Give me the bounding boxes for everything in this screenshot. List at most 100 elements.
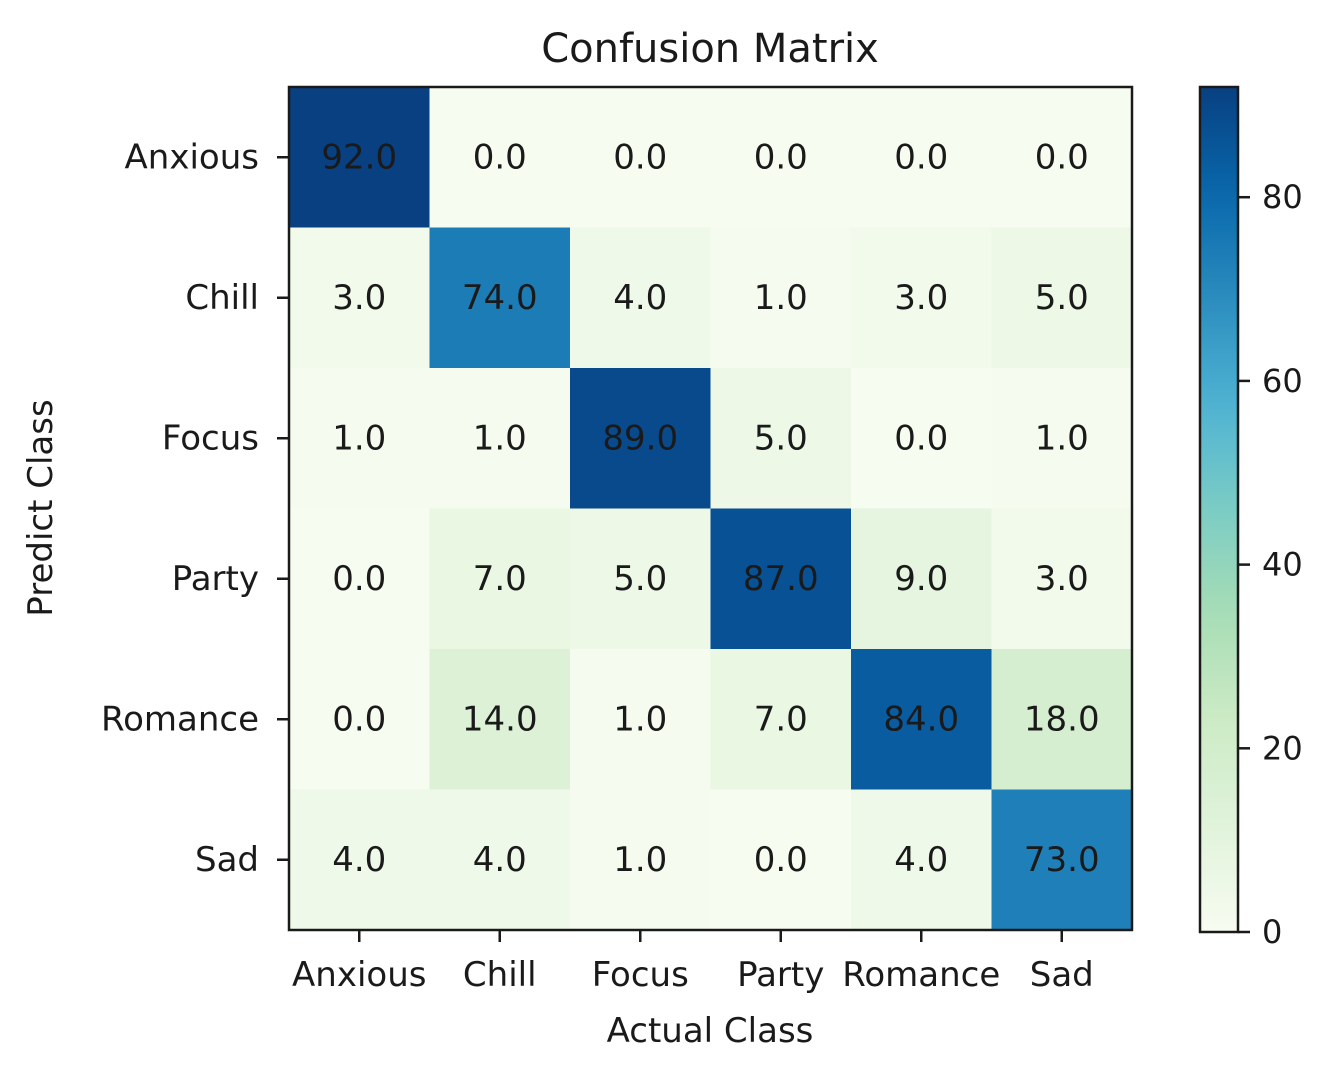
x-tick-label: Focus xyxy=(592,955,689,995)
heatmap-cell xyxy=(429,649,571,791)
cell-value-label: 0.0 xyxy=(754,137,808,177)
cell-value-label: 0.0 xyxy=(473,137,527,177)
x-tick-label: Anxious xyxy=(292,955,426,995)
x-tick-label: Romance xyxy=(842,955,1000,995)
cell-value-label: 4.0 xyxy=(473,840,527,880)
x-tick-label: Chill xyxy=(463,955,537,995)
heatmap-cell xyxy=(289,508,431,650)
cell-value-label: 7.0 xyxy=(473,559,527,599)
cell-value-label: 9.0 xyxy=(894,559,948,599)
cell-value-label: 3.0 xyxy=(332,278,386,318)
heatmap-cell xyxy=(429,368,571,510)
heatmap-cell xyxy=(991,789,1133,931)
cell-value-label: 73.0 xyxy=(1024,840,1100,880)
y-tick-label: Sad xyxy=(195,840,259,880)
colorbar xyxy=(1198,85,1240,934)
cell-value-label: 0.0 xyxy=(332,699,386,739)
y-tick-label: Anxious xyxy=(125,137,259,177)
heatmap-cell-labels: 92.0 0.0 0.0 0.0 0.0 0.0 3.0 74.0 4.0 1.0 3.0 5.0 1.… xyxy=(321,137,1099,880)
heatmap-cell xyxy=(851,649,993,791)
cell-value-label: 1.0 xyxy=(613,840,667,880)
heatmap-cell xyxy=(429,508,571,650)
colorbar-tick-label: 20 xyxy=(1262,729,1303,767)
heatmap-cell xyxy=(289,368,431,510)
y-axis-ticks: Anxious Chill Focus Party Romance Sad xyxy=(101,137,289,880)
chart-title: Confusion Matrix xyxy=(541,26,879,72)
heatmap-cell xyxy=(710,87,852,229)
cell-value-label: 3.0 xyxy=(894,278,948,318)
heatmap-cell xyxy=(429,87,571,229)
cell-value-label: 7.0 xyxy=(754,699,808,739)
heatmap-cell xyxy=(429,227,571,369)
heatmap-cell xyxy=(570,649,712,791)
cell-value-label: 0.0 xyxy=(1035,137,1089,177)
cell-value-label: 14.0 xyxy=(462,699,538,739)
cell-value-label: 0.0 xyxy=(754,840,808,880)
heatmap-cell xyxy=(289,789,431,931)
heatmap-cell xyxy=(570,789,712,931)
y-tick-label: Party xyxy=(172,559,259,599)
heatmap-cell xyxy=(710,508,852,650)
heatmap-cell xyxy=(289,227,431,369)
y-tick-label: Chill xyxy=(185,278,259,318)
x-tick-label: Party xyxy=(737,955,824,995)
y-tick-label: Focus xyxy=(162,418,259,458)
cell-value-label: 1.0 xyxy=(613,699,667,739)
heatmap-cell xyxy=(710,789,852,931)
heatmap-cells xyxy=(289,87,1133,931)
heatmap-cell xyxy=(429,789,571,931)
plot-frame xyxy=(287,85,1134,932)
cell-value-label: 84.0 xyxy=(883,699,959,739)
cell-value-label: 3.0 xyxy=(1035,559,1089,599)
y-tick-label: Romance xyxy=(101,699,259,739)
heatmap-cell xyxy=(570,508,712,650)
cell-value-label: 89.0 xyxy=(602,418,678,458)
heatmap-cell xyxy=(851,368,993,510)
heatmap-cell xyxy=(570,87,712,229)
cell-value-label: 4.0 xyxy=(894,840,948,880)
cell-value-label: 74.0 xyxy=(462,278,538,318)
heatmap-cell xyxy=(289,649,431,791)
colorbar-tick-label: 80 xyxy=(1262,178,1303,216)
y-axis-label: Predict Class xyxy=(21,399,61,616)
heatmap-cell xyxy=(851,227,993,369)
heatmap-cell xyxy=(991,227,1133,369)
heatmap-cell xyxy=(710,368,852,510)
cell-value-label: 5.0 xyxy=(1035,278,1089,318)
cell-value-label: 4.0 xyxy=(613,278,667,318)
heatmap-cell xyxy=(991,649,1133,791)
heatmap-cell xyxy=(991,508,1133,650)
cell-value-label: 1.0 xyxy=(1035,418,1089,458)
heatmap-cell xyxy=(710,649,852,791)
colorbar-tick-label: 60 xyxy=(1262,362,1303,400)
cell-value-label: 4.0 xyxy=(332,840,386,880)
cell-value-label: 5.0 xyxy=(754,418,808,458)
heatmap-cell xyxy=(851,508,993,650)
x-axis-ticks: Anxious Chill Focus Party Romance Sad xyxy=(292,930,1094,995)
heatmap-cell xyxy=(289,87,431,229)
cell-value-label: 1.0 xyxy=(332,418,386,458)
heatmap-cell xyxy=(710,227,852,369)
cell-value-label: 92.0 xyxy=(321,137,397,177)
colorbar-tick-label: 40 xyxy=(1262,546,1303,584)
cell-value-label: 87.0 xyxy=(743,559,819,599)
heatmap-cell xyxy=(851,789,993,931)
cell-value-label: 0.0 xyxy=(613,137,667,177)
heatmap-cell xyxy=(851,87,993,229)
cell-value-label: 0.0 xyxy=(894,137,948,177)
cell-value-label: 18.0 xyxy=(1024,699,1100,739)
colorbar-ticks: 0 20 40 60 80 xyxy=(1238,178,1303,951)
cell-value-label: 1.0 xyxy=(473,418,527,458)
heatmap-cell xyxy=(991,87,1133,229)
x-tick-label: Sad xyxy=(1030,955,1094,995)
cell-value-label: 1.0 xyxy=(754,278,808,318)
heatmap-cell xyxy=(570,368,712,510)
cell-value-label: 0.0 xyxy=(332,559,386,599)
cell-value-label: 0.0 xyxy=(894,418,948,458)
colorbar-tick-label: 0 xyxy=(1262,913,1282,951)
heatmap-cell xyxy=(570,227,712,369)
cell-value-label: 5.0 xyxy=(613,559,667,599)
x-axis-label: Actual Class xyxy=(607,1011,814,1051)
heatmap-cell xyxy=(991,368,1133,510)
